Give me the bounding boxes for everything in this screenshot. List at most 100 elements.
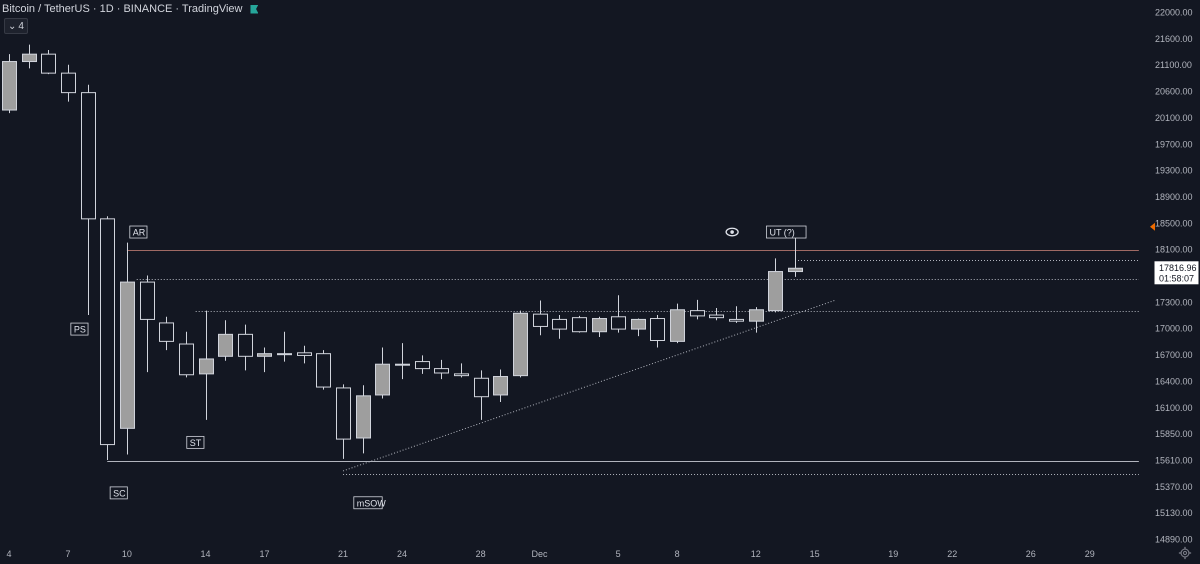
- candle: [100, 216, 115, 460]
- y-tick-label: 18100.00: [1155, 245, 1193, 255]
- annotation-label: PS: [70, 322, 89, 336]
- x-tick-label: 8: [675, 549, 680, 559]
- candle-body: [41, 53, 56, 74]
- indicators-toggle-button[interactable]: ⌄ 4: [4, 18, 28, 34]
- x-tick-label: 5: [616, 549, 621, 559]
- annotation-label: SC: [109, 486, 128, 500]
- candle: [513, 310, 528, 378]
- candle: [709, 307, 724, 321]
- candle-body: [120, 281, 135, 429]
- y-tick-label: 20600.00: [1155, 87, 1193, 97]
- candle: [159, 316, 174, 351]
- y-tick-label: 16400.00: [1155, 376, 1193, 386]
- annotation-box: [186, 435, 205, 449]
- candle-body: [22, 53, 37, 63]
- candle-body: [395, 363, 410, 366]
- x-tick-label: Dec: [532, 549, 549, 559]
- annotation-box: [109, 486, 128, 500]
- candle: [375, 347, 390, 399]
- candle-body: [81, 92, 96, 220]
- candle: [572, 315, 587, 333]
- candle: [415, 355, 430, 374]
- candle: [474, 370, 489, 420]
- x-tick-label: 21: [338, 549, 348, 559]
- y-tick-label: 22000.00: [1155, 8, 1193, 18]
- x-tick-label: 29: [1085, 549, 1095, 559]
- x-tick-label: 10: [122, 549, 132, 559]
- candle: [434, 359, 449, 380]
- candle: [749, 307, 764, 333]
- candle: [533, 300, 548, 336]
- candle-body: [356, 395, 371, 439]
- candle: [199, 310, 214, 420]
- candle-body: [454, 373, 469, 377]
- y-tick-label: 15850.00: [1155, 429, 1193, 439]
- candle-body: [650, 318, 665, 341]
- candle-body: [592, 318, 607, 333]
- annotation-text: AR: [133, 228, 146, 238]
- candle-body: [199, 358, 214, 375]
- candle: [218, 320, 233, 361]
- candle: [2, 54, 17, 114]
- candle: [670, 303, 685, 344]
- candle: [611, 295, 626, 333]
- candle: [395, 343, 410, 380]
- x-tick-label: 17: [259, 549, 269, 559]
- eye-pupil: [730, 230, 734, 234]
- y-tick-label: 14890.00: [1155, 535, 1193, 545]
- y-tick-label: 16100.00: [1155, 403, 1193, 413]
- candle: [592, 316, 607, 337]
- x-tick-label: 4: [6, 549, 11, 559]
- candle-body: [336, 387, 351, 440]
- candle-body: [218, 333, 233, 357]
- x-tick-label: 28: [476, 549, 486, 559]
- candle-body: [670, 309, 685, 342]
- candle: [81, 84, 96, 316]
- candle-body: [297, 352, 312, 356]
- indicator-count: 4: [18, 20, 24, 32]
- candle-body: [572, 317, 587, 333]
- annotation-text: PS: [74, 325, 86, 335]
- candle-body: [2, 61, 17, 111]
- current-price-value: 17816.96: [1159, 263, 1197, 273]
- candle-body: [257, 353, 272, 357]
- candle: [336, 384, 351, 459]
- candle-body: [788, 267, 803, 273]
- candle: [238, 324, 253, 371]
- annotation-text: mSOW: [357, 498, 387, 508]
- candle-body: [277, 353, 292, 356]
- candle: [140, 275, 155, 373]
- annotation-label: UT (?): [766, 225, 807, 239]
- x-tick-label: 22: [947, 549, 957, 559]
- candle: [552, 315, 567, 339]
- candle: [297, 345, 312, 364]
- y-tick-label: 17000.00: [1155, 324, 1193, 334]
- candle: [650, 315, 665, 348]
- candle-body: [238, 333, 253, 357]
- annotation-box: [70, 322, 89, 336]
- y-tick-label: 16700.00: [1155, 350, 1193, 360]
- chevron-down-icon: ⌄: [8, 20, 17, 32]
- gear-icon[interactable]: [1178, 546, 1192, 560]
- x-tick-label: 19: [888, 549, 898, 559]
- y-tick-label: 15370.00: [1155, 482, 1193, 492]
- y-tick-label: 19300.00: [1155, 166, 1193, 176]
- candle-body: [316, 353, 331, 388]
- x-tick-label: 7: [65, 549, 70, 559]
- current-price-countdown: 01:58:07: [1159, 273, 1194, 283]
- x-tick-label: 26: [1026, 549, 1036, 559]
- current-price-box: [1153, 260, 1200, 286]
- candle-body: [100, 218, 115, 446]
- candle-body: [533, 313, 548, 327]
- flag-icon[interactable]: [250, 4, 259, 14]
- candle-body: [179, 343, 194, 376]
- candle-body: [375, 363, 390, 396]
- candle: [316, 350, 331, 390]
- candle-body: [631, 318, 646, 330]
- y-tick-label: 19700.00: [1155, 139, 1193, 149]
- candle-body: [513, 312, 528, 377]
- chart-title: Bitcoin / TetherUS · 1D · BINANCE · Trad…: [2, 3, 243, 15]
- candle-body: [493, 376, 508, 396]
